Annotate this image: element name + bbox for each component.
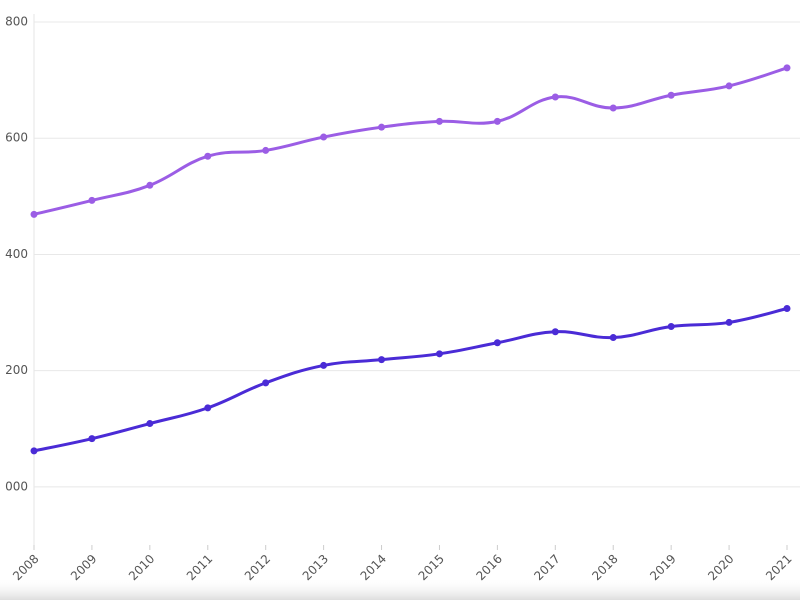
data-point: [320, 361, 328, 369]
data-point: [204, 152, 212, 160]
data-point: [551, 328, 559, 336]
y-tick-label: 200: [5, 363, 28, 377]
data-point: [783, 64, 791, 72]
y-tick-label: 600: [5, 131, 28, 145]
bottom-fade: [0, 578, 800, 600]
data-point: [725, 318, 733, 326]
data-point: [493, 339, 501, 347]
data-point: [320, 133, 328, 141]
series-line: [33, 307, 788, 453]
data-point: [146, 181, 154, 189]
data-point: [262, 146, 270, 154]
data-point: [435, 117, 443, 125]
data-point: [493, 117, 501, 125]
data-point: [667, 323, 675, 331]
data-point: [30, 447, 38, 455]
data-point: [378, 356, 386, 364]
data-point: [146, 420, 154, 428]
data-point: [783, 304, 791, 312]
data-point: [609, 104, 617, 112]
data-point: [378, 123, 386, 131]
data-point: [88, 196, 96, 204]
y-tick-label: 400: [5, 247, 28, 261]
data-point: [30, 210, 38, 218]
data-point: [725, 82, 733, 90]
y-tick-label: 000: [5, 479, 28, 493]
data-point: [609, 334, 617, 342]
y-tick-label: 800: [5, 15, 28, 29]
data-point: [204, 404, 212, 412]
data-point: [667, 91, 675, 99]
data-point: [435, 350, 443, 358]
data-point: [551, 93, 559, 101]
data-point: [262, 379, 270, 387]
series-line: [33, 66, 788, 216]
data-point: [88, 435, 96, 443]
